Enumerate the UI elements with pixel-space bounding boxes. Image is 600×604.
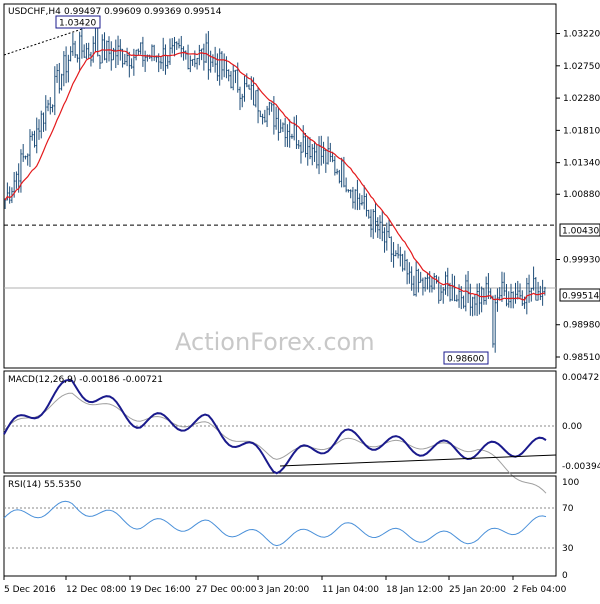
macd-line (3, 378, 547, 475)
price-tick-label: 0.98510 (563, 353, 600, 363)
x-tick-label: 2 Feb 04:00 (513, 585, 567, 595)
x-tick-label: 25 Jan 20:00 (449, 585, 506, 595)
price-tick-label: 1.03220 (563, 30, 600, 40)
rsi-tick-0: 0 (562, 571, 568, 581)
x-tick-label: 18 Jan 12:00 (386, 585, 443, 595)
x-tick-label: 19 Dec 16:00 (130, 585, 191, 595)
symbol-label: USDCHF,H4 (8, 7, 61, 17)
x-tick-label: 11 Jan 04:00 (322, 585, 379, 595)
price-tick-label: 1.01810 (563, 126, 600, 136)
price-tick-label: 1.02750 (563, 62, 600, 72)
macd-panel: MACD(12,26,9) -0.00186 -0.00721 0.004721… (3, 370, 600, 494)
rsi-tick-70: 70 (562, 504, 574, 514)
macd-title: MACD(12,26,9) -0.00186 -0.00721 (8, 375, 163, 385)
x-tick-label: 27 Dec 00:00 (196, 585, 257, 595)
last-price-tag-box (559, 288, 600, 302)
price-tick-label: 0.98980 (563, 321, 600, 331)
price-tick-label: 0.99930 (563, 255, 600, 265)
price-panel: ActionForex.com USDCHF,H4 0.99497 0.9960… (3, 3, 600, 369)
high-label: 1.03420 (59, 19, 96, 29)
macd-signal-line (3, 392, 547, 494)
price-axis: 1.03220 1.02750 1.02280 1.01810 1.01340 1.008… (556, 30, 600, 363)
x-tick-label: 5 Dec 2016 (4, 585, 56, 595)
price-tick-label: 1.02280 (563, 94, 600, 104)
high-label-box (55, 15, 101, 29)
rsi-line (3, 500, 547, 547)
x-tick-label: 3 Jan 20:00 (258, 585, 310, 595)
low-label-box (443, 351, 489, 365)
macd-tick-top: 0.004721 (562, 373, 600, 383)
watermark: ActionForex.com (175, 328, 375, 356)
ohlc-label: 0.99497 0.99609 0.99369 0.99514 (64, 7, 222, 17)
level-tag-box (559, 223, 600, 237)
x-axis: 5 Dec 2016 12 Dec 08:00 19 Dec 16:00 27 Dec… (3, 576, 567, 595)
moving-average-line (4, 49, 545, 301)
level-tag: 1.00430 (562, 227, 599, 237)
rsi-tick-30: 30 (562, 544, 574, 554)
rsi-panel: RSI(14) 55.5350 100 70 30 0 (3, 475, 579, 581)
low-label: 0.98600 (447, 355, 484, 365)
price-tick-label: 1.01340 (563, 159, 600, 169)
macd-tick-bottom: -0.003949 (562, 462, 600, 472)
macd-tick-zero: 0.00 (562, 422, 582, 432)
rsi-title: RSI(14) 55.5350 (8, 480, 81, 490)
macd-trend-line (279, 454, 557, 467)
price-panel-border (3, 3, 557, 369)
price-tick-label: 1.00880 (563, 190, 600, 200)
rsi-panel-border (3, 475, 557, 577)
last-price-tag: 0.99514 (562, 292, 599, 302)
x-tick-label: 12 Dec 08:00 (66, 585, 127, 595)
rsi-tick-100: 100 (562, 478, 579, 488)
macd-panel-border (3, 370, 557, 474)
